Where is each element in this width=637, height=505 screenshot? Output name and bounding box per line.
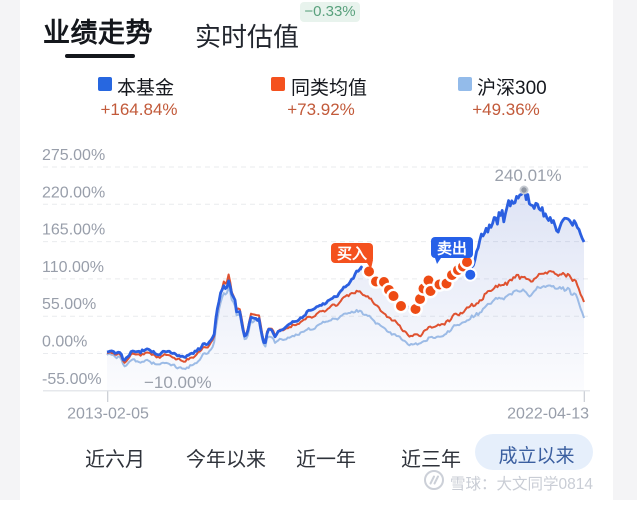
svg-text:220.00%: 220.00%	[42, 184, 105, 201]
svg-text:2022-04-13: 2022-04-13	[507, 406, 589, 423]
svg-text:110.00%: 110.00%	[42, 259, 104, 276]
svg-text:275.00%: 275.00%	[42, 147, 105, 164]
svg-text:买入: 买入	[337, 246, 367, 263]
svg-text:−10.00%: −10.00%	[144, 373, 212, 392]
svg-text:卖出: 卖出	[437, 240, 467, 258]
svg-text:55.00%: 55.00%	[42, 296, 96, 313]
svg-text:165.00%: 165.00%	[42, 222, 105, 239]
svg-text:-55.00%: -55.00%	[42, 371, 102, 388]
svg-text:240.01%: 240.01%	[495, 166, 562, 185]
svg-text:2013-02-05: 2013-02-05	[67, 406, 149, 423]
svg-text:0.00%: 0.00%	[42, 334, 87, 351]
